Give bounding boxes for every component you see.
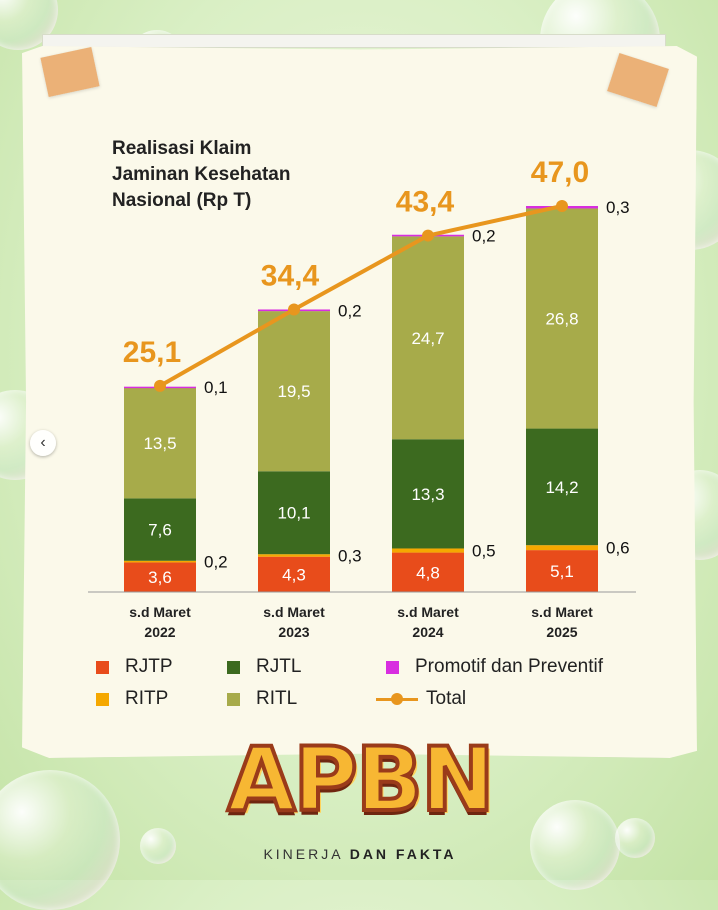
total-label-2022: 25,1	[123, 336, 181, 369]
bar-segment-ritl-2025	[526, 208, 598, 429]
data-label-rjtp-2023: 4,3	[282, 565, 306, 584]
total-point-2023	[288, 303, 300, 316]
data-label-ritl-2025: 26,8	[545, 310, 578, 329]
bar-segment-rjtl-2025	[526, 428, 598, 546]
x-tick-label-line1-2022: s.d Maret	[129, 604, 191, 620]
total-label-2024: 43,4	[396, 186, 455, 219]
data-label-rjtp-2024: 4,8	[416, 563, 440, 582]
legend-swatch-total	[376, 692, 418, 705]
data-label-promotif-2023: 0,2	[338, 301, 362, 320]
bar-segment-ritp-2024	[392, 548, 464, 553]
bar-segment-rjtp-2023	[258, 556, 330, 592]
data-label-ritl-2023: 19,5	[277, 382, 310, 401]
total-point-2025	[556, 200, 568, 212]
chevron-left-icon[interactable]: ‹	[30, 430, 56, 456]
legend-item-total: Total	[376, 688, 466, 710]
data-label-ritp-2023: 0,3	[338, 546, 362, 565]
legend-item-promotif: Promotif dan Preventif	[386, 656, 603, 678]
data-label-rjtp-2025: 5,1	[550, 562, 574, 581]
total-point-2022	[154, 379, 166, 392]
frame-bar	[42, 34, 666, 48]
legend-swatch-rjtl	[227, 660, 240, 674]
legend-swatch-ritl	[227, 692, 240, 706]
legend-label-ritp: RITP	[125, 688, 169, 709]
bar-segment-ritp-2022	[124, 560, 196, 563]
bar-segment-rjtp-2022	[124, 562, 196, 592]
data-label-rjtl-2023: 10,1	[277, 504, 310, 523]
data-label-ritl-2024: 24,7	[411, 329, 444, 348]
tagline-kinerja: KINERJA	[263, 846, 343, 862]
bar-segment-ritl-2023	[258, 311, 330, 472]
legend-item-ritp: RITP	[96, 688, 168, 710]
bar-segment-ritp-2025	[526, 545, 598, 551]
bar-segment-ritp-2023	[258, 554, 330, 557]
bubble-decoration	[615, 818, 655, 858]
legend-item-rjtl: RJTL	[227, 656, 301, 678]
x-tick-label-line1-2024: s.d Maret	[397, 604, 459, 620]
x-tick-label-year-2022: 2022	[144, 624, 175, 640]
data-label-ritp-2024: 0,5	[472, 542, 496, 561]
tagline-dan-fakta: DAN FAKTA	[349, 846, 457, 862]
data-label-rjtl-2025: 14,2	[545, 478, 578, 497]
data-label-rjtl-2022: 7,6	[148, 521, 172, 540]
bubble-decoration	[530, 800, 620, 890]
apbn-logo: APBN	[225, 728, 496, 831]
x-tick-label-year-2024: 2024	[412, 624, 443, 640]
total-label-2025: 47,0	[531, 156, 589, 189]
legend-label-ritl: RITL	[256, 688, 298, 709]
data-label-ritp-2022: 0,2	[204, 553, 228, 572]
legend-swatch-promotif	[386, 660, 399, 674]
chart-area: Realisasi Klaim Jaminan Kesehatan Nasion…	[88, 138, 636, 640]
total-label-2023: 34,4	[261, 259, 320, 292]
x-tick-label-line1-2025: s.d Maret	[531, 604, 593, 620]
chart-title-line-2: Jaminan Kesehatan	[112, 164, 290, 185]
legend-label-rjtl: RJTL	[256, 656, 302, 677]
chart-title-line-1: Realisasi Klaim	[112, 138, 251, 159]
bar-segment-rjtl-2023	[258, 471, 330, 555]
bar-segment-ritl-2024	[392, 236, 464, 440]
legend-item-ritl: RITL	[227, 688, 297, 710]
data-label-rjtp-2022: 3,6	[148, 568, 172, 587]
data-label-ritl-2022: 13,5	[143, 434, 176, 453]
total-line	[159, 204, 563, 388]
legend-swatch-rjtp	[96, 660, 109, 674]
total-point-2024	[422, 229, 434, 242]
data-label-ritp-2025: 0,6	[606, 539, 630, 558]
data-label-promotif-2025: 0,3	[606, 198, 630, 217]
legend-label-total: Total	[426, 688, 467, 709]
x-tick-label-year-2025: 2025	[546, 624, 577, 640]
logo-tagline: KINERJA DAN FAKTA	[200, 846, 520, 862]
data-label-promotif-2024: 0,2	[472, 227, 496, 246]
legend-label-rjtp: RJTP	[125, 656, 173, 677]
chart-title-line-3: Nasional (Rp T)	[112, 190, 251, 211]
legend-swatch-ritp	[96, 692, 109, 706]
data-label-rjtl-2024: 13,3	[411, 485, 444, 504]
bar-segment-rjtp-2024	[392, 552, 464, 592]
chart-legend: RJTP RITP RJTL RITL Promotif dan Prevent…	[96, 656, 656, 716]
legend-label-promotif: Promotif dan Preventif	[415, 656, 603, 677]
bar-segment-rjtl-2022	[124, 498, 196, 561]
x-tick-label-year-2023: 2023	[278, 624, 309, 640]
legend-item-rjtp: RJTP	[96, 656, 173, 678]
bar-segment-rjtp-2025	[526, 550, 598, 592]
bar-segment-rjtl-2024	[392, 439, 464, 549]
x-tick-label-line1-2023: s.d Maret	[263, 604, 325, 620]
data-label-promotif-2022: 0,1	[204, 378, 228, 397]
bubble-decoration	[140, 828, 176, 864]
bar-segment-ritl-2022	[124, 387, 196, 499]
